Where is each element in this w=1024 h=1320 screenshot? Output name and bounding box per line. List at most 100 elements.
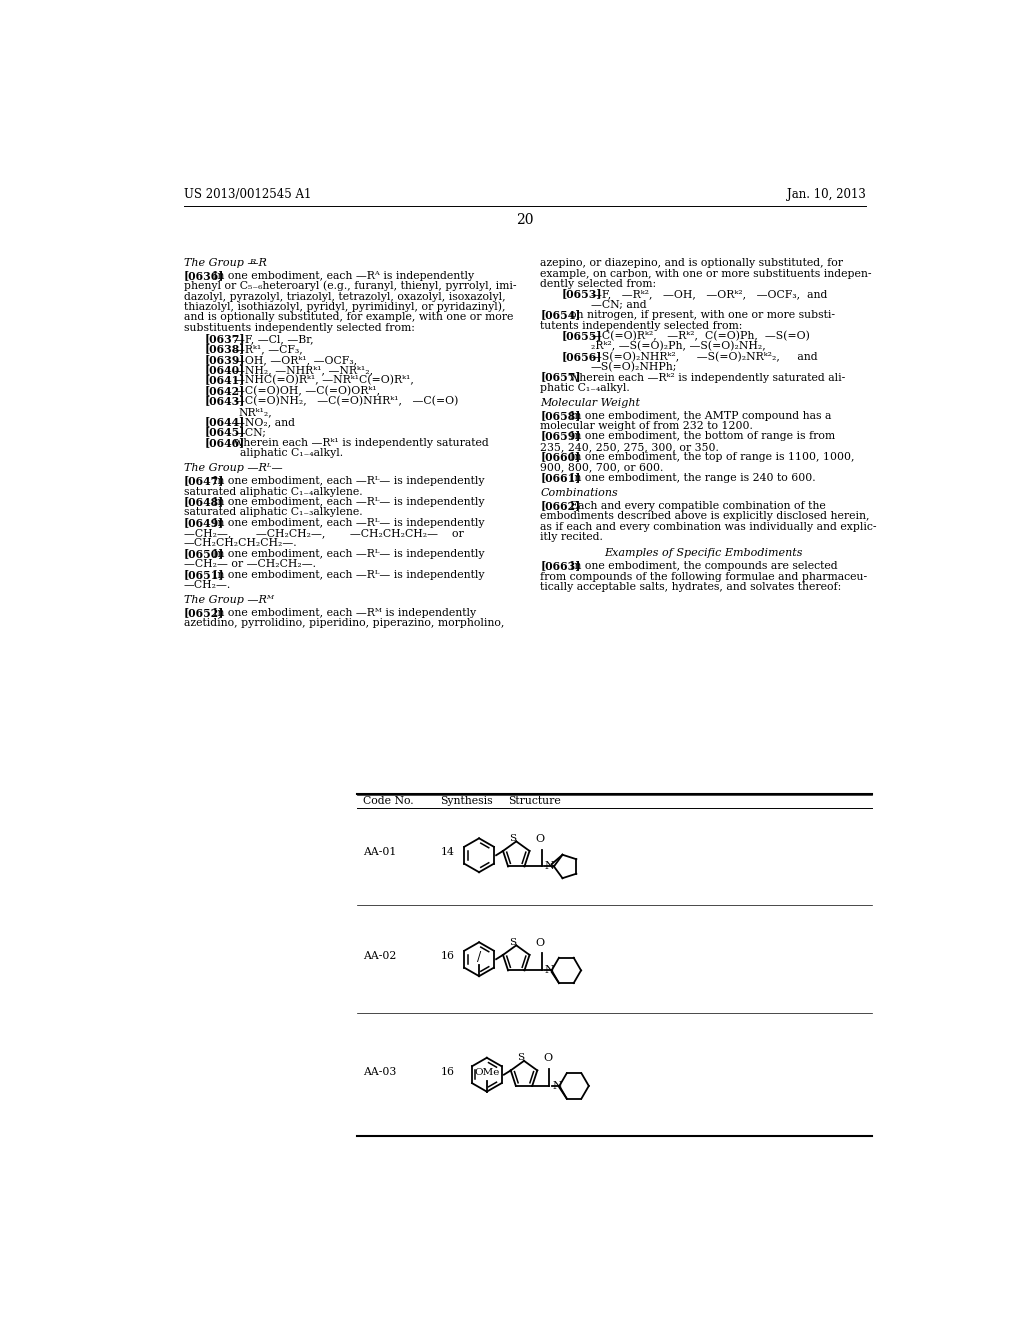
Text: S: S [510,939,517,946]
Text: [0659]: [0659] [541,430,581,441]
Text: —C(=O)Rᵏ²,   —Rᵏ²,  C(=O)Ph,  —S(=O): —C(=O)Rᵏ², —Rᵏ², C(=O)Ph, —S(=O) [591,330,810,341]
Text: N: N [545,862,554,871]
Text: saturated aliphatic C₁₋₄alkylene.: saturated aliphatic C₁₋₄alkylene. [183,487,362,496]
Text: —NO₂, and: —NO₂, and [234,417,295,428]
Text: —C(=O)OH, —C(=O)ORᵏ¹,: —C(=O)OH, —C(=O)ORᵏ¹, [234,385,380,396]
Text: In one embodiment, each —Rᴸ— is independently: In one embodiment, each —Rᴸ— is independ… [213,570,484,579]
Text: 14: 14 [440,847,455,857]
Text: [0650]: [0650] [183,548,224,558]
Text: [0654]: [0654] [541,309,581,321]
Text: [0636]: [0636] [183,269,224,281]
Text: In one embodiment, each —Rᴸ— is independently: In one embodiment, each —Rᴸ— is independ… [213,477,484,486]
Text: aliphatic C₁₋₄alkyl.: aliphatic C₁₋₄alkyl. [241,449,343,458]
Text: S: S [517,1053,524,1063]
Text: ₂Rᵏ², —S(=O)₂Ph, —S(=O)₂NH₂,: ₂Rᵏ², —S(=O)₂Ph, —S(=O)₂NH₂, [591,341,765,351]
Text: /: / [477,950,481,964]
Text: O: O [543,1053,552,1064]
Text: [0642]: [0642] [205,385,245,396]
Text: [0660]: [0660] [541,451,581,462]
Text: [0637]: [0637] [205,333,245,345]
Text: dazolyl, pyrazolyl, triazolyl, tetrazolyl, oxazolyl, isoxazolyl,: dazolyl, pyrazolyl, triazolyl, tetrazoly… [183,292,506,302]
Text: [0639]: [0639] [205,354,245,364]
Text: [0644]: [0644] [205,416,245,428]
Text: AA-03: AA-03 [362,1067,396,1077]
Text: [0661]: [0661] [541,473,581,483]
Text: [0647]: [0647] [183,475,224,486]
Text: dently selected from:: dently selected from: [541,279,656,289]
Text: —CH₂— or —CH₂CH₂—.: —CH₂— or —CH₂CH₂—. [183,560,315,569]
Text: —C(=O)NH₂,   —C(=O)NHRᵏ¹,   —C(=O): —C(=O)NH₂, —C(=O)NHRᵏ¹, —C(=O) [234,396,459,407]
Text: [0640]: [0640] [205,364,245,375]
Text: AA-02: AA-02 [362,952,396,961]
Text: Each and every compatible combination of the: Each and every compatible combination of… [569,500,825,511]
Text: —OH, —ORᵏ¹, —OCF₃,: —OH, —ORᵏ¹, —OCF₃, [234,355,357,364]
Text: —F, —Cl, —Br,: —F, —Cl, —Br, [234,334,313,345]
Text: [0651]: [0651] [183,569,224,579]
Text: 900, 800, 700, or 600.: 900, 800, 700, or 600. [541,462,664,473]
Text: —S(=O)₂NHPh;: —S(=O)₂NHPh; [591,362,677,372]
Text: azetidino, pyrrolidino, piperidino, piperazino, morpholino,: azetidino, pyrrolidino, piperidino, pipe… [183,618,504,628]
Text: In one embodiment, the AMTP compound has a: In one embodiment, the AMTP compound has… [569,411,831,421]
Text: [0641]: [0641] [205,375,245,385]
Text: 16: 16 [440,1067,455,1077]
Text: NRᵏ¹₂,: NRᵏ¹₂, [239,407,272,417]
Text: —CH₂CH₂CH₂CH₂—.: —CH₂CH₂CH₂CH₂—. [183,539,297,549]
Text: S: S [510,834,517,843]
Text: —S(=O)₂NHRᵏ²,     —S(=O)₂NRᵏ²₂,     and: —S(=O)₂NHRᵏ², —S(=O)₂NRᵏ²₂, and [591,351,817,362]
Text: O: O [536,834,545,843]
Text: [0662]: [0662] [541,500,581,511]
Text: US 2013/0012545 A1: US 2013/0012545 A1 [183,189,311,202]
Text: In one embodiment, the top of range is 1100, 1000,: In one embodiment, the top of range is 1… [569,453,854,462]
Text: [0656]: [0656] [561,351,602,362]
Text: In one embodiment, the bottom of range is from: In one embodiment, the bottom of range i… [569,432,835,441]
Text: In one embodiment, each —Rᴸ— is independently: In one embodiment, each —Rᴸ— is independ… [213,496,484,507]
Text: wherein each —Rᵏ² is independently saturated ali-: wherein each —Rᵏ² is independently satur… [569,372,845,383]
Text: The Group —Rᴸ—: The Group —Rᴸ— [183,463,283,474]
Text: —NHC(=O)Rᵏ¹, —NRᵏ¹C(=O)Rᵏ¹,: —NHC(=O)Rᵏ¹, —NRᵏ¹C(=O)Rᵏ¹, [234,375,414,385]
Text: OMe: OMe [474,1068,500,1077]
Text: In one embodiment, each —Rᴸ— is independently: In one embodiment, each —Rᴸ— is independ… [213,517,484,528]
Text: [0658]: [0658] [541,409,581,421]
Text: [0648]: [0648] [183,496,224,507]
Text: wherein each —Rᵏ¹ is independently saturated: wherein each —Rᵏ¹ is independently satur… [234,438,488,447]
Text: [0653]: [0653] [561,288,602,300]
Text: The Group —R: The Group —R [183,259,266,268]
Text: and is optionally substituted, for example, with one or more: and is optionally substituted, for examp… [183,313,513,322]
Text: [0657]: [0657] [541,371,581,383]
Text: 16: 16 [440,952,455,961]
Text: [0645]: [0645] [205,426,245,438]
Text: N: N [545,965,554,975]
Text: as if each and every combination was individually and explic-: as if each and every combination was ind… [541,521,877,532]
Text: [0643]: [0643] [205,396,245,407]
Text: The Group —Rᴹ: The Group —Rᴹ [183,595,273,605]
Text: [0649]: [0649] [183,516,224,528]
Text: —NH₂, —NHRᵏ¹, —NRᵏ¹₂,: —NH₂, —NHRᵏ¹, —NRᵏ¹₂, [234,366,374,375]
Text: [0638]: [0638] [205,343,245,355]
Text: —CH₂—.: —CH₂—. [183,579,231,590]
Text: In one embodiment, the range is 240 to 600.: In one embodiment, the range is 240 to 6… [569,473,815,483]
Text: Code No.: Code No. [362,796,414,805]
Text: —Rᵏ¹, —CF₃,: —Rᵏ¹, —CF₃, [234,345,303,355]
Text: from compounds of the following formulae and pharmaceu-: from compounds of the following formulae… [541,572,867,582]
Text: [0663]: [0663] [541,560,581,572]
Text: example, on carbon, with one or more substituents indepen-: example, on carbon, with one or more sub… [541,268,871,279]
Text: tically acceptable salts, hydrates, and solvates thereof:: tically acceptable salts, hydrates, and … [541,582,842,591]
Text: phenyl or C₅₋₆heteroaryl (e.g., furanyl, thienyl, pyrrolyl, imi-: phenyl or C₅₋₆heteroaryl (e.g., furanyl,… [183,281,516,292]
Text: molecular weight of from 232 to 1200.: molecular weight of from 232 to 1200. [541,421,754,432]
Text: saturated aliphatic C₁₋₃alkylene.: saturated aliphatic C₁₋₃alkylene. [183,507,362,517]
Text: —CN; and: —CN; and [591,300,646,310]
Text: tutents independently selected from:: tutents independently selected from: [541,321,742,330]
Text: 235, 240, 250, 275, 300, or 350.: 235, 240, 250, 275, 300, or 350. [541,442,719,451]
Text: thiazolyl, isothiazolyl, pyridyl, pyrimidinyl, or pyridazinyl),: thiazolyl, isothiazolyl, pyridyl, pyrimi… [183,301,505,312]
Text: embodiments described above is explicitly disclosed herein,: embodiments described above is explicitl… [541,511,869,521]
Text: Synthesis: Synthesis [440,796,493,805]
Text: —F,   —Rᵏ²,   —OH,   —ORᵏ²,   —OCF₃,  and: —F, —Rᵏ², —OH, —ORᵏ², —OCF₃, and [591,289,827,300]
Text: itly recited.: itly recited. [541,532,603,543]
Text: azepino, or diazepino, and is optionally substituted, for: azepino, or diazepino, and is optionally… [541,259,844,268]
Text: 20: 20 [516,213,534,227]
Text: In one embodiment, each —Rᴸ— is independently: In one embodiment, each —Rᴸ— is independ… [213,549,484,558]
Text: —CH₂—,       —CH₂CH₂—,       —CH₂CH₂CH₂—    or: —CH₂—, —CH₂CH₂—, —CH₂CH₂CH₂— or [183,528,464,539]
Text: N: N [552,1081,562,1090]
Text: [0646]: [0646] [205,437,245,447]
Text: phatic C₁₋₄alkyl.: phatic C₁₋₄alkyl. [541,383,630,393]
